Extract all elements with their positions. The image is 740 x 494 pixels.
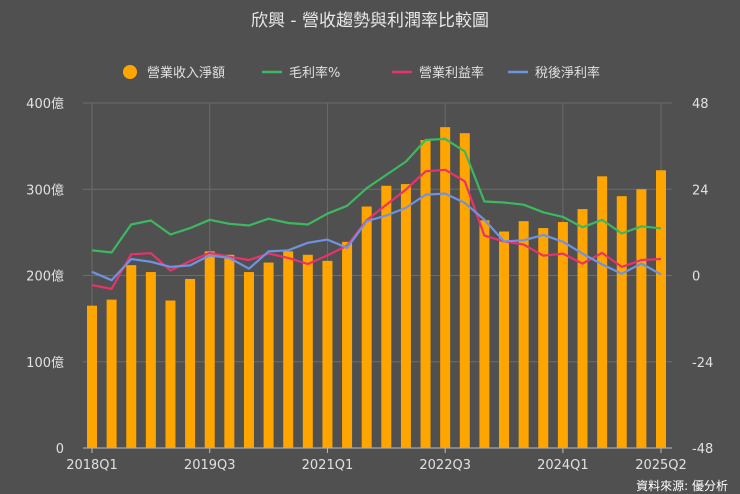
source-note: 資料來源: 優分析 — [636, 479, 728, 493]
left-axis-tick-label: 400億 — [26, 96, 64, 112]
revenue-bar — [185, 278, 196, 448]
revenue-bar — [420, 140, 431, 448]
revenue-bar — [616, 196, 627, 448]
right-axis-tick-label: -48 — [692, 442, 713, 457]
revenue-bar — [283, 251, 294, 448]
series-line — [91, 192, 662, 282]
revenue-bar — [145, 272, 156, 448]
revenue-bar — [577, 209, 588, 448]
right-axis-tick-label: 24 — [692, 183, 709, 198]
revenue-bar — [656, 170, 666, 448]
legend-item-label: 營業收入淨額 — [147, 65, 225, 81]
revenue-bar — [224, 254, 235, 448]
chart-title: 欣興 - 營收趨勢與利潤率比較圖 — [251, 11, 489, 31]
legend-item-label: 營業利益率 — [419, 65, 484, 81]
revenue-bar — [597, 176, 608, 448]
x-axis-tick-label: 2025Q2 — [635, 458, 687, 473]
revenue-bar — [165, 300, 176, 448]
revenue-bar — [87, 305, 97, 448]
legend[interactable]: 營業收入淨額 毛利率% 營業利益率 稅後淨利率 — [123, 65, 600, 81]
revenue-bar — [557, 222, 568, 448]
revenue-bar — [459, 133, 470, 448]
legend-item-label: 毛利率% — [289, 65, 340, 81]
left-axis-tick-label: 100億 — [26, 355, 64, 371]
revenue-bar — [440, 127, 451, 449]
revenue-bar — [342, 241, 353, 448]
revenue-bar — [538, 228, 549, 448]
revenue-bar — [204, 251, 215, 448]
revenue-bar — [479, 220, 490, 448]
revenue-bar — [518, 221, 529, 448]
x-axis-tick-label: 2021Q1 — [302, 458, 354, 473]
left-axis-tick-label: 300億 — [26, 182, 64, 198]
revenue-bar — [302, 254, 313, 448]
left-axis-tick-label: 200億 — [26, 269, 64, 285]
x-axis-tick-label: 2019Q3 — [184, 458, 236, 473]
revenue-bar — [263, 262, 274, 448]
revenue-bar — [636, 189, 647, 448]
revenue-bar — [381, 185, 392, 449]
series-line — [91, 168, 662, 290]
series-line — [91, 137, 662, 254]
x-axis-tick-label: 2024Q1 — [537, 458, 589, 473]
revenue-bar — [499, 231, 510, 448]
revenue-bar — [126, 265, 137, 448]
right-axis-tick-label: 0 — [692, 270, 700, 285]
legend-item-label: 稅後淨利率 — [535, 65, 600, 81]
lines — [91, 137, 662, 290]
left-axis-tick-label: 0 — [56, 442, 64, 457]
right-axis-tick-label: 48 — [692, 97, 709, 112]
revenue-bar — [243, 272, 254, 448]
legend-marker-circle — [123, 65, 137, 79]
revenue-bar — [361, 206, 372, 448]
revenue-bar — [400, 184, 411, 448]
x-axis-tick-label: 2022Q3 — [419, 458, 471, 473]
x-axis-tick-label: 2018Q1 — [66, 458, 118, 473]
right-axis-tick-label: -24 — [692, 356, 713, 371]
revenue-bar — [322, 260, 333, 448]
revenue-bar — [106, 299, 117, 448]
bars — [87, 127, 666, 449]
axes: 0 100億 200億 300億 400億 -48 -24 0 24 48 2018Q1 2019Q3… — [26, 96, 713, 473]
